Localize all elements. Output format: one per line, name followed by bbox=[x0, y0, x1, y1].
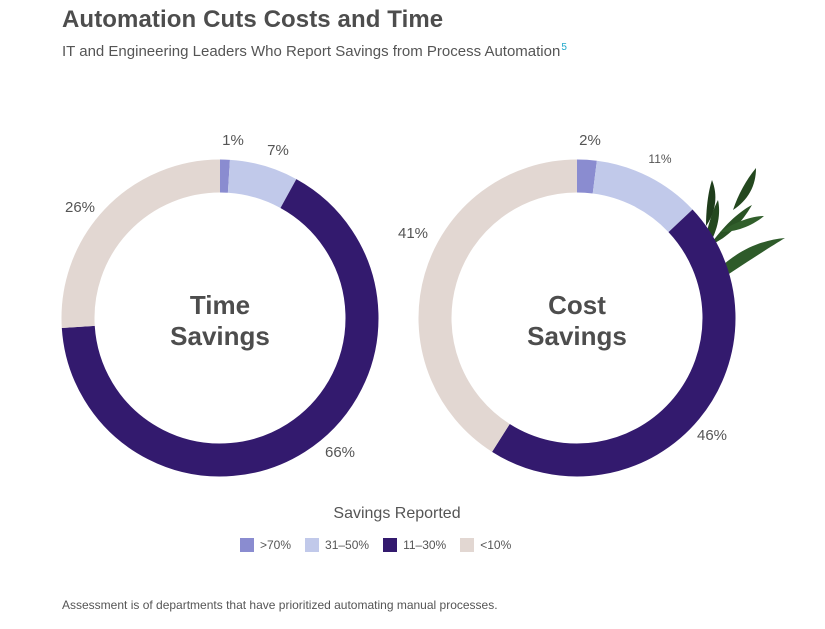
data-label: 7% bbox=[267, 142, 289, 159]
legend-item: >70% bbox=[240, 538, 291, 552]
legend-item: 11–30% bbox=[383, 538, 446, 552]
legend-label: >70% bbox=[260, 538, 292, 552]
subtitle-text: IT and Engineering Leaders Who Report Sa… bbox=[62, 43, 561, 60]
legend-label: <10% bbox=[480, 538, 512, 552]
data-label: 11% bbox=[648, 152, 671, 166]
chart-title: Automation Cuts Costs and Time bbox=[62, 6, 444, 33]
footnote-reference: 5 bbox=[561, 42, 567, 53]
legend-item: 31–50% bbox=[305, 538, 369, 552]
data-label: 1% bbox=[222, 132, 244, 149]
legend-label: 11–30% bbox=[403, 538, 447, 552]
legend-title: Savings Reported bbox=[333, 505, 461, 522]
data-label: 66% bbox=[325, 444, 355, 461]
donut-slice bbox=[227, 159, 297, 209]
chart-subtitle: IT and Engineering Leaders Who Report Sa… bbox=[62, 42, 567, 60]
donut-slice bbox=[576, 159, 597, 194]
legend-swatch bbox=[305, 538, 320, 552]
donut-slice bbox=[592, 160, 693, 233]
center-label: Cost bbox=[548, 290, 606, 320]
data-label: 2% bbox=[579, 132, 601, 149]
donut-slice bbox=[492, 209, 736, 477]
center-label: Time bbox=[190, 290, 250, 320]
legend: >70% 31–50% 11–30% <10% bbox=[240, 538, 511, 552]
data-label: 46% bbox=[697, 427, 727, 444]
legend-item: <10% bbox=[460, 538, 511, 552]
donut-slice bbox=[418, 159, 578, 452]
legend-swatch bbox=[460, 538, 475, 552]
legend-swatch bbox=[383, 538, 398, 552]
footnote: Assessment is of departments that have p… bbox=[62, 598, 498, 612]
donut-slice bbox=[61, 179, 379, 477]
center-label: Savings bbox=[527, 321, 627, 351]
data-label: 41% bbox=[398, 225, 428, 242]
data-label: 26% bbox=[65, 199, 95, 216]
center-label: Savings bbox=[170, 321, 270, 351]
donut-slice bbox=[61, 159, 221, 328]
legend-swatch bbox=[240, 538, 254, 552]
legend-label: 31–50% bbox=[325, 538, 370, 552]
